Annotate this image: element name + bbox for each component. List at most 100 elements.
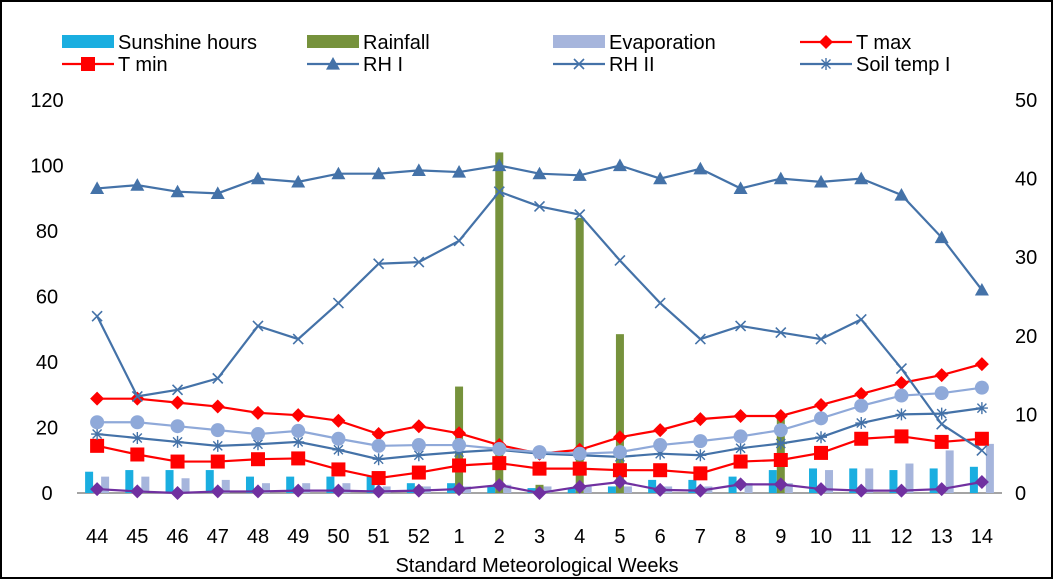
x-tick-label: 51 [368,526,390,548]
legend-label: Evaporation [609,32,716,54]
legend-label: Rainfall [363,32,430,54]
data-point [814,482,829,497]
data-point [212,372,224,384]
legend-item-soil-temp-i: Soil temp I [800,54,950,76]
legend-label: Sunshine hours [118,32,257,54]
data-point [371,427,386,442]
data-point [653,423,668,438]
data-point [693,412,708,427]
data-point [90,415,105,430]
data-point [653,463,668,478]
data-point [90,181,105,195]
x-tick-label: 2 [494,526,505,548]
data-point [371,166,386,180]
data-point [854,398,869,413]
legend-label: T min [118,54,168,76]
x-tick-label: 14 [971,526,993,548]
bar [744,483,753,493]
bar [889,470,898,493]
data-point [452,165,467,178]
bar [615,334,624,493]
data-point [211,439,224,452]
data-point [453,235,465,247]
legend-label: RH I [363,54,403,76]
data-point [693,483,708,498]
data-point [895,408,908,421]
data-point [492,478,507,493]
data-point [210,423,225,438]
bar [945,450,954,493]
bar [543,486,552,493]
y-right-tick-label: 10 [1015,404,1037,426]
data-point [291,483,306,498]
data-point [411,483,426,498]
x-tick-label: 13 [931,526,953,548]
bar [406,483,415,493]
x-tick-label: 52 [408,526,430,548]
data-point [170,395,185,410]
line-series-rh-ii [91,186,988,456]
legend-label: Soil temp I [856,54,950,76]
bar [326,476,335,493]
bar [768,470,777,493]
x-tick-label: 11 [851,526,872,548]
x-tick-label: 9 [775,526,786,548]
data-point [292,333,304,345]
bar [261,483,270,493]
bar [85,471,94,493]
data-point [773,171,788,185]
data-point [894,375,909,390]
x-axis-label: Standard Meteorological Weeks [395,555,678,577]
data-point [292,435,305,448]
data-point [411,163,426,177]
bar [583,486,592,493]
data-point [976,444,988,456]
data-point [210,399,225,414]
legend-item-sunshine-hours: Sunshine hours [62,32,257,54]
x-tick-label: 49 [287,526,309,548]
bar [929,468,938,493]
data-point [331,431,346,446]
y-left-tick-label: 100 [30,156,63,178]
data-point [773,477,788,492]
x-tick-label: 44 [86,526,108,548]
data-point [815,333,827,345]
data-point [532,461,547,476]
legend-label: RH II [609,54,655,76]
data-point [331,483,346,498]
bar [825,470,834,493]
bar [688,479,697,493]
data-point [331,462,346,477]
data-point [934,482,949,497]
bar [286,476,295,493]
line-layer [90,158,989,500]
data-point [170,419,185,434]
data-point [854,483,869,498]
bar [487,486,496,493]
line-series-unlabeled-series-6 [90,474,989,500]
data-point [974,357,989,372]
data-point [894,429,909,444]
x-tick-label: 7 [695,526,706,548]
legend-item-evaporation: Evaporation [553,32,716,54]
legend-marker [81,57,95,71]
bar [205,470,214,493]
legend-marker [819,35,833,49]
data-point [532,445,547,460]
bar [366,476,375,493]
data-point [371,438,386,453]
data-point [331,413,346,428]
bar [302,483,311,493]
bar [905,463,914,493]
bar [575,217,584,493]
y-left-tick-label: 20 [36,418,58,440]
data-point [894,388,909,403]
bar [784,483,793,493]
data-point [775,326,787,339]
legend-marker [820,58,832,70]
data-point [291,174,306,188]
data-point [210,484,225,499]
